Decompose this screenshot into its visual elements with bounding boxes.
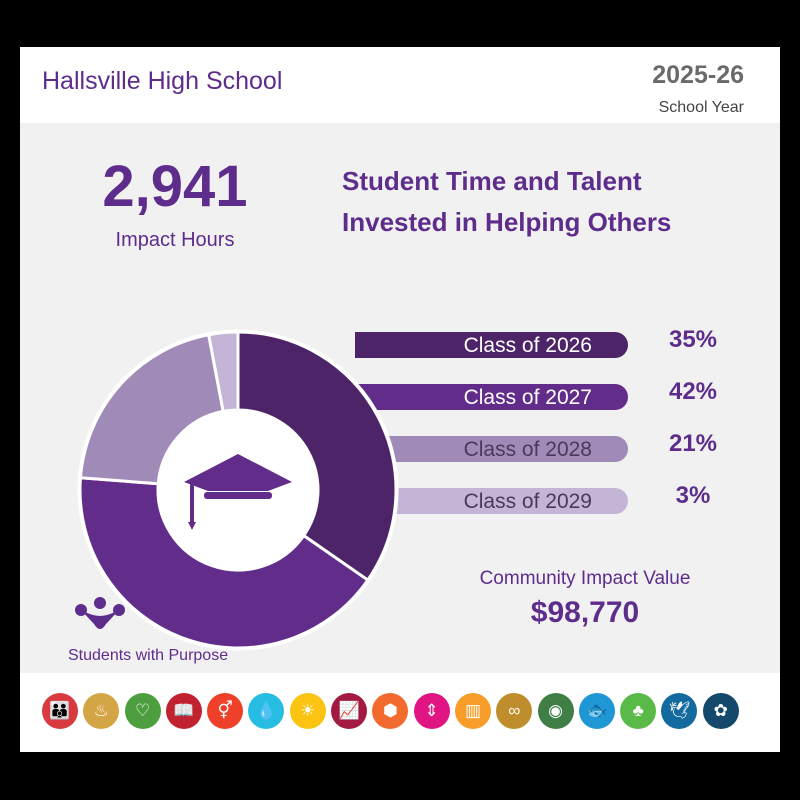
quality-education-icon: 📖 xyxy=(165,693,202,729)
school-year-label: School Year xyxy=(658,99,744,116)
bar-class-of-2027: Class of 2027 xyxy=(355,384,628,410)
bar-class-of-2029: Class of 2029 xyxy=(355,488,628,514)
responsible-consumption-icon: ∞ xyxy=(496,693,533,729)
sustainable-cities-icon: ▥ xyxy=(454,693,491,729)
gender-equality-icon: ⚥ xyxy=(207,693,244,729)
partnerships-icon: ✿ xyxy=(702,693,739,729)
main-panel: 2,941 Impact Hours Student Time and Tale… xyxy=(20,123,780,673)
zero-hunger-icon: ♨ xyxy=(83,693,120,729)
title-line-1: Student Time and Talent xyxy=(342,166,642,196)
donut-outline xyxy=(77,329,399,651)
school-year: 2025-26 xyxy=(652,61,744,89)
impact-hours-value: 2,941 xyxy=(102,154,248,219)
life-below-water-icon: 🐟 xyxy=(578,693,615,729)
percent-label: 3% xyxy=(675,482,711,509)
percent-label: 42% xyxy=(668,378,718,405)
percent-label: 21% xyxy=(668,430,718,457)
bar-class-of-2026: Class of 2026 xyxy=(355,332,628,358)
clean-water-icon: 💧 xyxy=(248,693,285,729)
impact-hours-label: Impact Hours xyxy=(115,229,235,251)
brand-name: Students with Purpose xyxy=(68,647,229,664)
reduced-inequalities-icon: ⇕ xyxy=(413,693,450,729)
chart-title: Student Time and Talent Invested in Help… xyxy=(342,161,671,243)
school-name: Hallsville High School xyxy=(42,67,283,95)
climate-action-icon: ◉ xyxy=(537,693,574,729)
community-impact-label: Community Impact Value xyxy=(479,568,691,589)
community-impact-value: $98,770 xyxy=(530,596,640,629)
header: Hallsville High School 2025-26 School Ye… xyxy=(20,47,780,123)
graduation-cap-icon xyxy=(184,454,292,530)
infographic-card: Hallsville High School 2025-26 School Ye… xyxy=(20,47,780,752)
clean-energy-icon: ☀ xyxy=(289,693,326,729)
decent-work-icon: 📈 xyxy=(331,693,368,729)
good-health-icon: ♡ xyxy=(124,693,161,729)
industry-innovation-icon: ⬢ xyxy=(372,693,409,729)
people-network-icon xyxy=(75,597,125,629)
peace-justice-icon: 🕊 xyxy=(661,693,698,729)
bar-class-of-2028: Class of 2028 xyxy=(355,436,628,462)
title-line-2: Invested in Helping Others xyxy=(342,207,672,237)
no-poverty-icon: 👪 xyxy=(42,693,78,729)
donut-chart xyxy=(77,329,399,651)
life-on-land-icon: ♣ xyxy=(620,693,657,729)
percent-label: 35% xyxy=(668,326,718,353)
sdg-icons-row: 👪 ♨ ♡ 📖 ⚥ 💧 ☀ 📈 ⬢ ⇕ ▥ ∞ ◉ 🐟 ♣ 🕊 ✿ xyxy=(42,693,739,729)
